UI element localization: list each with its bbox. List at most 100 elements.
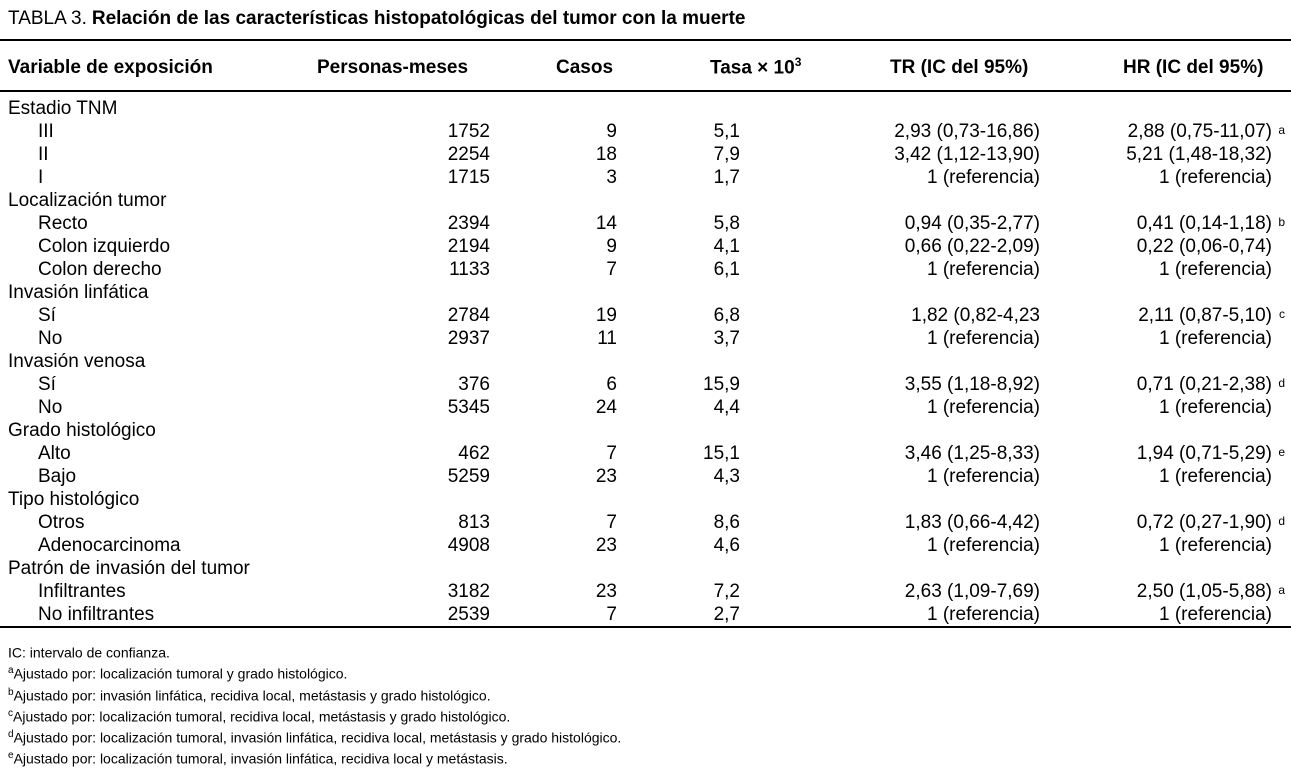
table-row: Infiltrantes 3182 23 7,2 2,63 (1,09-7,69…	[0, 580, 1291, 603]
cell-tr: 0,94 (0,35-2,77)	[904, 213, 1040, 235]
cell-tasa: 8,6	[713, 512, 740, 534]
table-row: II 2254 18 7,9 3,42 (1,12-13,90) 5,21 (1…	[0, 143, 1291, 166]
table-group-row: Patrón de invasión del tumor	[0, 557, 1291, 580]
cell-tr: 1 (referencia)	[927, 535, 1040, 557]
cell-casos: 11	[597, 328, 617, 350]
col-header-casos: Casos	[500, 41, 625, 93]
table-row: I 1715 3 1,7 1 (referencia) 1 (referenci…	[0, 166, 1291, 189]
table-group-row: Tipo histológico	[0, 488, 1291, 511]
table-row: Bajo 5259 23 4,3 1 (referencia) 1 (refer…	[0, 465, 1291, 488]
cell-tr: 3,42 (1,12-13,90)	[894, 144, 1040, 166]
cell-tr: 1,83 (0,66-4,42)	[904, 512, 1040, 534]
footnote-a: aAjustado por: localización tumoral y gr…	[8, 662, 1291, 683]
footnote-marker: b	[1278, 215, 1285, 230]
footnote-d: dAjustado por: localización tumoral, inv…	[8, 726, 1291, 747]
cell-tr: 3,46 (1,25-8,33)	[904, 443, 1040, 465]
cell-personas-meses: 2254	[447, 144, 490, 166]
footnote-sup: c	[8, 707, 13, 719]
table-footnotes: IC: intervalo de confianza. aAjustado po…	[0, 641, 1291, 768]
cell-variable: III	[38, 121, 54, 143]
cell-tasa: 4,3	[713, 466, 740, 488]
cell-variable: Bajo	[38, 466, 77, 488]
cell-tasa: 6,8	[713, 305, 740, 327]
cell-variable: Recto	[38, 213, 88, 235]
cell-hr: 1,94 (0,71-5,29) e	[1048, 442, 1291, 465]
cell-variable: I	[38, 167, 44, 189]
table-row: Colon derecho 1133 7 6,1 1 (referencia) …	[0, 258, 1291, 281]
cell-personas-meses: 3182	[447, 581, 490, 603]
table-row: Adenocarcinoma 4908 23 4,6 1 (referencia…	[0, 534, 1291, 557]
table-row: Alto 462 7 15,1 3,46 (1,25-8,33) 1,94 (0…	[0, 442, 1291, 465]
footnote-b: bAjustado por: invasión linfática, recid…	[8, 684, 1291, 705]
table-caption: TABLA 3. Relación de las características …	[0, 6, 1291, 41]
group-label: Invasión venosa	[8, 351, 146, 373]
cell-casos: 7	[606, 512, 617, 534]
cell-casos: 14	[595, 213, 617, 235]
footnote-text: Ajustado por: localización tumoral, reci…	[13, 708, 511, 725]
footnote-c: cAjustado por: localización tumoral, rec…	[8, 705, 1291, 726]
cell-variable: Colon derecho	[38, 259, 162, 281]
cell-variable: No infiltrantes	[38, 604, 155, 626]
table-group-row: Invasión linfática	[0, 281, 1291, 304]
footnote-marker: c	[1279, 307, 1285, 322]
table-row: No infiltrantes 2539 7 2,7 1 (referencia…	[0, 603, 1291, 627]
cell-tr: 1 (referencia)	[927, 167, 1040, 189]
header-row: Variable de exposición Personas-meses Ca…	[0, 41, 1291, 93]
table-row: No 2937 11 3,7 1 (referencia) 1 (referen…	[0, 327, 1291, 350]
cell-variable: Sí	[38, 374, 56, 396]
cell-casos: 9	[606, 236, 617, 258]
cell-hr: 0,22 (0,06-0,74)	[1048, 235, 1291, 258]
cell-hr: 1 (referencia)	[1048, 534, 1291, 557]
cell-variable: Sí	[38, 305, 56, 327]
cell-hr: 2,50 (1,05-5,88) a	[1048, 580, 1291, 603]
cell-variable: Infiltrantes	[38, 581, 126, 603]
group-label: Tipo histológico	[8, 489, 140, 511]
col-header-tr: TR (IC del 95%)	[835, 41, 1048, 93]
cell-variable: Colon izquierdo	[38, 236, 171, 258]
hr-value: 0,71 (0,21-2,38)	[1136, 374, 1272, 396]
col-header-personas-meses: Personas-meses	[317, 41, 500, 93]
cell-tr: 1 (referencia)	[927, 604, 1040, 626]
cell-tasa: 4,1	[713, 236, 740, 258]
hr-value: 1 (referencia)	[1159, 167, 1272, 189]
table-group-row: Grado histológico	[0, 419, 1291, 442]
col-header-tasa-base: Tasa × 10	[710, 57, 795, 79]
cell-tasa: 6,1	[713, 259, 740, 281]
cell-casos: 23	[595, 581, 617, 603]
cell-tr: 1 (referencia)	[927, 259, 1040, 281]
footnote-sup: b	[8, 686, 14, 698]
table-row: Sí 2784 19 6,8 1,82 (0,82-4,23 2,11 (0,8…	[0, 304, 1291, 327]
footnote-marker: a	[1278, 583, 1285, 598]
cell-casos: 7	[606, 604, 617, 626]
cell-tr: 2,93 (0,73-16,86)	[894, 121, 1040, 143]
cell-tasa: 15,9	[703, 374, 740, 396]
cell-casos: 3	[606, 167, 617, 189]
cell-variable: Otros	[38, 512, 85, 534]
cell-hr: 0,41 (0,14-1,18) b	[1048, 212, 1291, 235]
table-row: Colon izquierdo 2194 9 4,1 0,66 (0,22-2,…	[0, 235, 1291, 258]
cell-casos: 24	[595, 397, 617, 419]
footnote-text: IC: intervalo de confianza.	[8, 644, 170, 661]
cell-personas-meses: 2784	[447, 305, 490, 327]
cell-tr: 1,82 (0,82-4,23	[911, 305, 1040, 327]
cell-hr: 0,72 (0,27-1,90) d	[1048, 511, 1291, 534]
cell-hr: 1 (referencia)	[1048, 603, 1291, 627]
cell-variable: II	[38, 144, 49, 166]
cell-hr: 1 (referencia)	[1048, 258, 1291, 281]
cell-hr: 1 (referencia)	[1048, 327, 1291, 350]
cell-personas-meses: 5345	[447, 397, 490, 419]
table-header: Variable de exposición Personas-meses Ca…	[0, 41, 1291, 93]
cell-personas-meses: 2194	[447, 236, 490, 258]
cell-casos: 7	[606, 259, 617, 281]
cell-personas-meses: 2539	[447, 604, 490, 626]
table-group-row: Localización tumor	[0, 189, 1291, 212]
hr-value: 1 (referencia)	[1159, 328, 1272, 350]
hr-value: 0,22 (0,06-0,74)	[1136, 236, 1272, 258]
cell-casos: 19	[595, 305, 617, 327]
group-label: Patrón de invasión del tumor	[8, 558, 250, 580]
cell-hr: 2,11 (0,87-5,10) c	[1048, 304, 1291, 327]
hr-value: 2,88 (0,75-11,07)	[1127, 121, 1272, 143]
cell-personas-meses: 5259	[447, 466, 490, 488]
footnote-marker: a	[1278, 123, 1285, 138]
col-header-tasa: Tasa × 103	[625, 41, 835, 93]
